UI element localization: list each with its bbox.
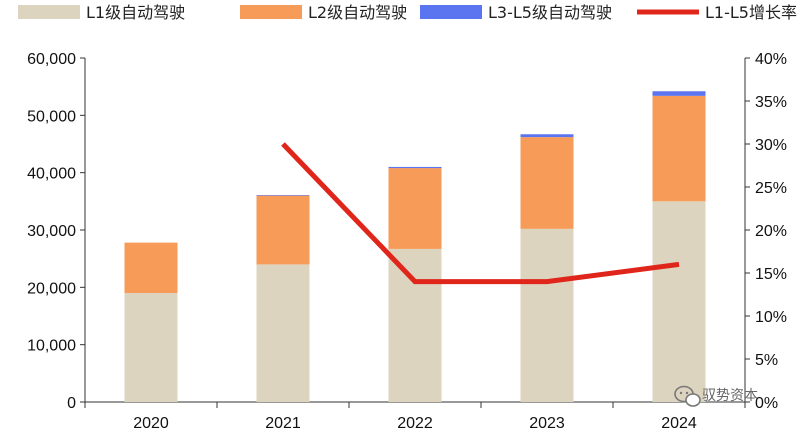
y-left-tick-label: 20,000: [27, 280, 76, 297]
legend-label: L2级自动驾驶: [308, 3, 407, 22]
legend-label: L1-L5增长率: [705, 3, 797, 22]
y-left-tick-label: 30,000: [27, 223, 76, 240]
bar-segment-s1: [652, 95, 706, 202]
legend-swatch: [18, 5, 80, 19]
bar-segment-s2: [256, 195, 310, 196]
y-right-tick-label: 40%: [755, 51, 787, 68]
bar-segment-s0: [652, 201, 706, 402]
bar-segment-s1: [124, 242, 178, 294]
x-tick-label: 2023: [529, 415, 565, 432]
watermark: 驭势资本: [674, 385, 758, 407]
x-tick-label: 2020: [133, 415, 169, 432]
legend-label: L1级自动驾驶: [86, 3, 185, 22]
bar-segment-s1: [520, 137, 574, 229]
legend: L1级自动驾驶 L2级自动驾驶 L3-L5级自动驾驶 L1-L5增长率: [18, 3, 797, 22]
bar-segment-s0: [388, 248, 442, 402]
y-right-tick-label: 15%: [755, 266, 787, 283]
x-tick-label: 2022: [397, 415, 433, 432]
watermark-text: 驭势资本: [702, 388, 758, 404]
y-right-tick-label: 35%: [755, 94, 787, 111]
y-right-tick-label: 5%: [755, 352, 778, 369]
y-left-tick-label: 50,000: [27, 108, 76, 125]
y-right-tick-label: 0%: [755, 395, 778, 412]
y-right-tick-label: 20%: [755, 223, 787, 240]
y-right-tick-label: 10%: [755, 309, 787, 326]
y-left-tick-label: 0: [67, 395, 76, 412]
bar-segment-s0: [520, 228, 574, 402]
bar-segment-s2: [652, 91, 706, 96]
axes: 0 10,000 20,000 30,000 40,000 50,000 60,000 0% 5…: [27, 51, 787, 432]
bars: [124, 91, 706, 402]
y-right-tick-label: 25%: [755, 180, 787, 197]
x-tick-label: 2021: [265, 415, 301, 432]
growth-line: [281, 142, 680, 285]
bar-segment-s1: [388, 168, 442, 249]
growth-line-path: [281, 142, 680, 285]
bar-segment-s0: [124, 293, 178, 402]
y-left-tick-label: 10,000: [27, 338, 76, 355]
x-tick-label: 2024: [661, 415, 697, 432]
bar-segment-s0: [256, 264, 310, 402]
legend-swatch: [420, 5, 482, 19]
legend-label: L3-L5级自动驾驶: [488, 3, 612, 22]
legend-swatch: [240, 5, 302, 19]
bar-segment-s2: [520, 134, 574, 138]
wechat-icon: [674, 385, 701, 407]
y-left-tick-label: 40,000: [27, 166, 76, 183]
bar-segment-s2: [388, 166, 442, 169]
y-left-tick-label: 60,000: [27, 51, 76, 68]
y-right-tick-label: 30%: [755, 137, 787, 154]
bar-segment-s1: [256, 195, 310, 265]
